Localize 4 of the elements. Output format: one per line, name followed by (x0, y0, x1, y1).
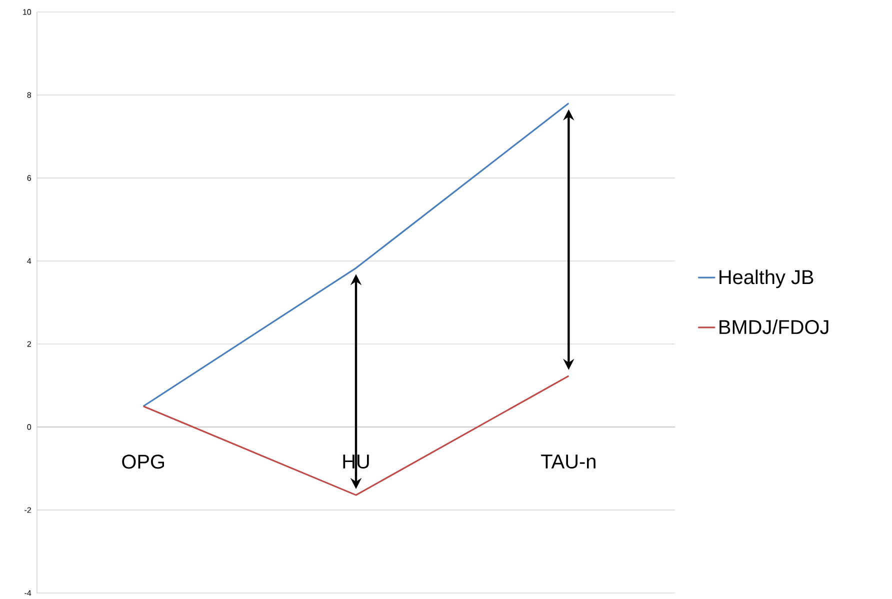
legend-label: BMDJ/FDOJ (720, 319, 828, 334)
legend-label: Healthy JB (720, 270, 814, 288)
x-tick-label: TAU-n (541, 454, 596, 469)
x-tick-label: OPG (122, 454, 164, 469)
